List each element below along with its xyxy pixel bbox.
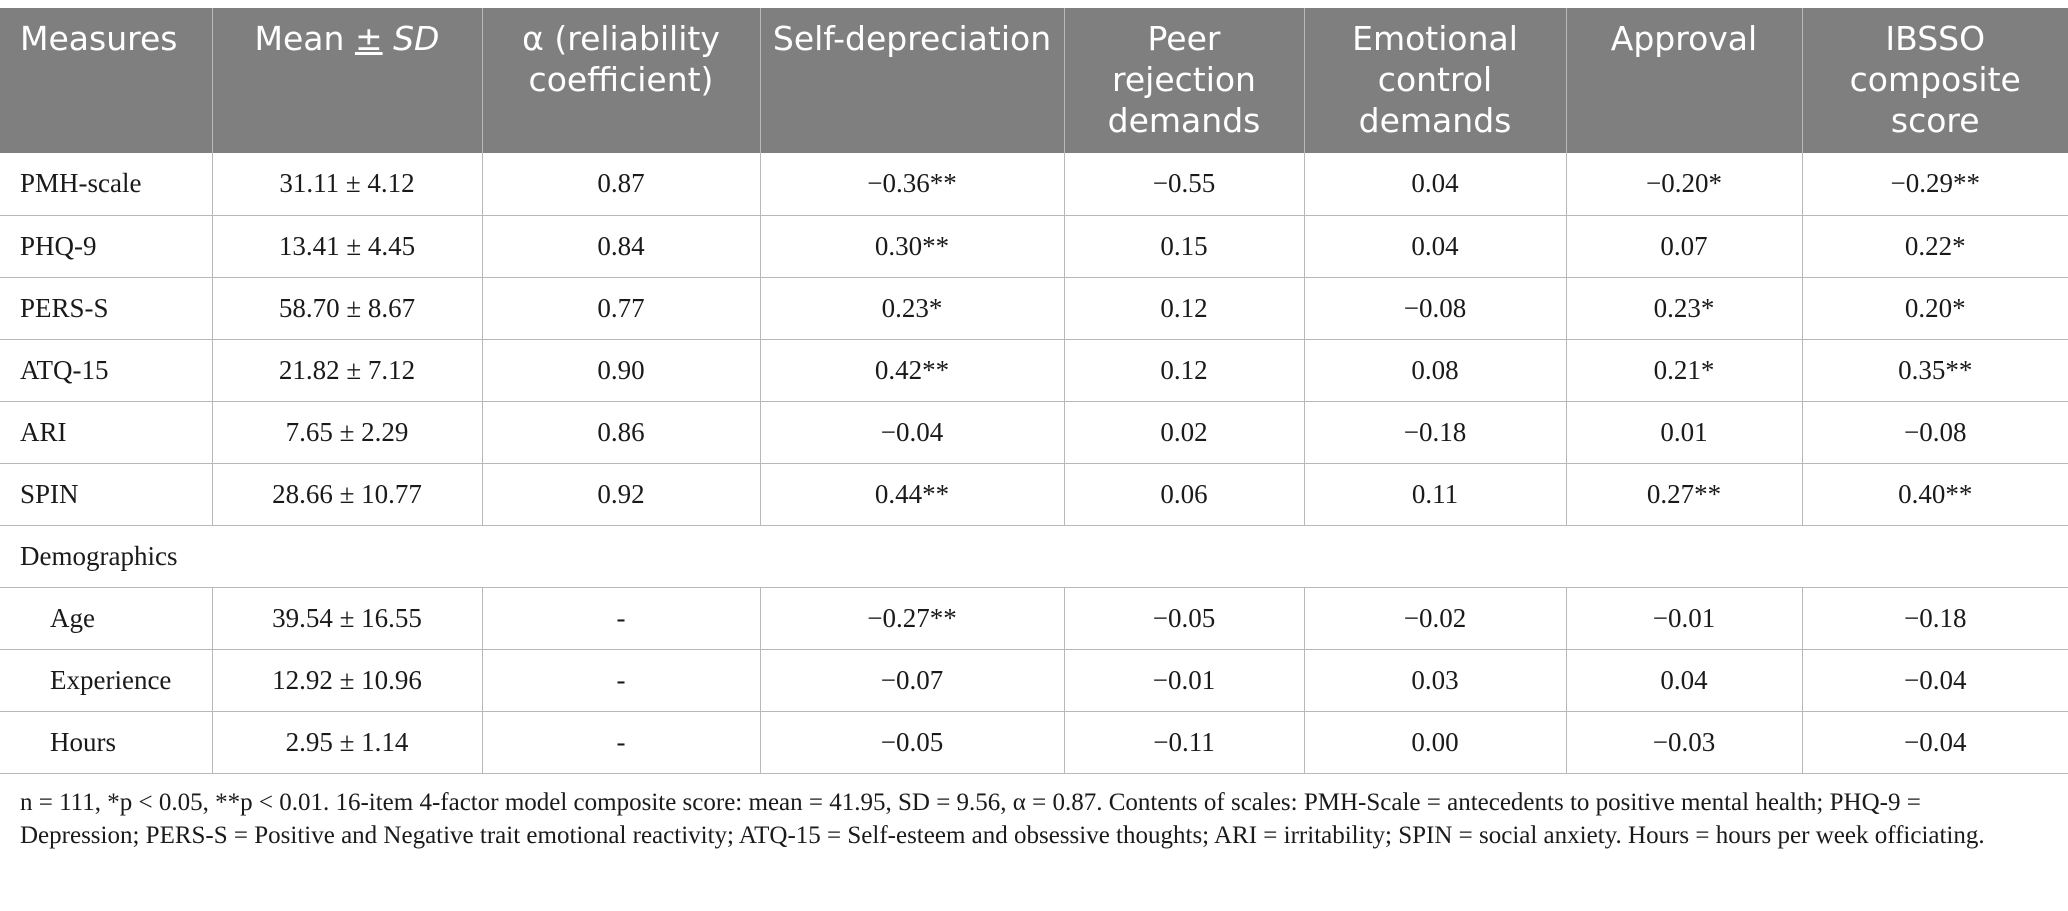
table-row: Experience 12.92 ± 10.96- −0.07 −0.01 0.03 0.… xyxy=(0,649,2068,712)
table-cell: −0.27** xyxy=(760,587,1065,650)
table-row: PHQ-9 13.41 ± 4.45 0.84 0.30** 0.15 0.04 0.07 0… xyxy=(0,215,2068,278)
table-row: PERS-S 58.70 ± 8.67 0.77 0.23* 0.12 −0.08 0.23… xyxy=(0,277,2068,340)
table-cell: 0.44** xyxy=(760,463,1065,526)
table-cell: 0.04 xyxy=(1304,215,1567,278)
table-cell: 2.95 ± 1.14 xyxy=(212,711,483,774)
table-cell: −0.36** xyxy=(760,153,1065,216)
table-cell: 0.27** xyxy=(1566,463,1803,526)
table-cell: 0.30** xyxy=(760,215,1065,278)
header-self-depreciation: Self-depreciation xyxy=(760,8,1065,153)
correlation-table: Measures Mean ± SD α (reliability coeffi… xyxy=(0,8,2068,774)
table-row: ATQ-15 21.82 ± 7.12 0.90 0.42** 0.12 0.08 0.21… xyxy=(0,339,2068,402)
table-cell: - xyxy=(482,649,761,712)
header-emotional-control: Emotional control demands xyxy=(1304,8,1567,153)
table-cell: −0.05 xyxy=(760,711,1065,774)
table-cell: 0.22* xyxy=(1802,215,2068,278)
header-row: Measures Mean ± SD α (reliability coeffi… xyxy=(0,8,2068,153)
row-label: PMH-scale xyxy=(0,153,213,216)
row-label: Age xyxy=(0,587,213,650)
table-cell: 0.12 xyxy=(1064,339,1305,402)
table-row: ARI 7.65 ± 2.29 0.86 −0.04 0.02 −0.18 0.01 −0.0… xyxy=(0,401,2068,464)
table-cell: 0.04 xyxy=(1304,153,1567,216)
table-cell: 0.42** xyxy=(760,339,1065,402)
table-cell: 28.66 ± 10.77 xyxy=(212,463,483,526)
table-cell: −0.03 xyxy=(1566,711,1803,774)
table-cell: 0.08 xyxy=(1304,339,1567,402)
table-cell: 0.15 xyxy=(1064,215,1305,278)
row-label: PHQ-9 xyxy=(0,215,213,278)
table-cell: 0.23* xyxy=(760,277,1065,340)
row-label: SPIN xyxy=(0,463,213,526)
table-cell: 0.00 xyxy=(1304,711,1567,774)
table-cell: 0.07 xyxy=(1566,215,1803,278)
row-label: PERS-S xyxy=(0,277,213,340)
table-cell: 0.23* xyxy=(1566,277,1803,340)
table-cell: 21.82 ± 7.12 xyxy=(212,339,483,402)
table-cell: −0.01 xyxy=(1064,649,1305,712)
table-cell: −0.05 xyxy=(1064,587,1305,650)
table-cell: 58.70 ± 8.67 xyxy=(212,277,483,340)
table-cell: −0.55 xyxy=(1064,153,1305,216)
table-cell: 13.41 ± 4.45 xyxy=(212,215,483,278)
row-label: ARI xyxy=(0,401,213,464)
table-cell: 0.90 xyxy=(482,339,761,402)
header-approval: Approval xyxy=(1566,8,1803,153)
table-row: SPIN 28.66 ± 10.77 0.92 0.44** 0.06 0.11 0.27*… xyxy=(0,463,2068,526)
table-cell: 0.86 xyxy=(482,401,761,464)
row-label: Experience xyxy=(0,649,213,712)
section-label: Demographics xyxy=(0,525,2068,588)
table-cell: −0.18 xyxy=(1304,401,1567,464)
table-cell: −0.04 xyxy=(1802,649,2068,712)
table-cell: 31.11 ± 4.12 xyxy=(212,153,483,216)
header-peer-rejection: Peer rejection demands xyxy=(1064,8,1305,153)
table-cell: 7.65 ± 2.29 xyxy=(212,401,483,464)
table-cell: 0.02 xyxy=(1064,401,1305,464)
table-cell: −0.18 xyxy=(1802,587,2068,650)
table-cell: 0.04 xyxy=(1566,649,1803,712)
section-row: Demographics xyxy=(0,525,2068,588)
table-cell: - xyxy=(482,587,761,650)
table-cell: −0.04 xyxy=(760,401,1065,464)
table-row: Hours 2.95 ± 1.14- −0.05 −0.11 0.00 −0.03 −0.0… xyxy=(0,711,2068,774)
table-cell: −0.08 xyxy=(1304,277,1567,340)
table-cell: 0.84 xyxy=(482,215,761,278)
header-ibsso-composite: IBSSO composite score xyxy=(1802,8,2068,153)
table-cell: 0.21* xyxy=(1566,339,1803,402)
table-cell: 0.35** xyxy=(1802,339,2068,402)
table-footnote: n = 111, *p < 0.05, **p < 0.01. 16-item … xyxy=(20,789,1985,849)
table-cell: 0.92 xyxy=(482,463,761,526)
table-cell: −0.29** xyxy=(1802,153,2068,216)
table-cell: 0.06 xyxy=(1064,463,1305,526)
row-label: Hours xyxy=(0,711,213,774)
correlation-table-container: Measures Mean ± SD α (reliability coeffi… xyxy=(0,8,2068,774)
table-cell: −0.01 xyxy=(1566,587,1803,650)
header-mean-sd: Mean ± SD xyxy=(212,8,483,153)
table-cell: 0.12 xyxy=(1064,277,1305,340)
table-cell: 39.54 ± 16.55 xyxy=(212,587,483,650)
table-cell: −0.02 xyxy=(1304,587,1567,650)
table-cell: −0.07 xyxy=(760,649,1065,712)
header-reliability: α (reliability coefficient) xyxy=(482,8,761,153)
table-cell: −0.20* xyxy=(1566,153,1803,216)
table-cell: 0.11 xyxy=(1304,463,1567,526)
table-row: Age 39.54 ± 16.55- −0.27** −0.05 −0.02 −0.01−… xyxy=(0,587,2068,650)
table-cell: −0.08 xyxy=(1802,401,2068,464)
table-cell: - xyxy=(482,711,761,774)
table-cell: 0.87 xyxy=(482,153,761,216)
table-cell: 0.40** xyxy=(1802,463,2068,526)
table-cell: −0.04 xyxy=(1802,711,2068,774)
table-row: PMH-scale 31.11 ± 4.12 0.87 −0.36** −0.55 0.0… xyxy=(0,153,2068,216)
table-cell: 12.92 ± 10.96 xyxy=(212,649,483,712)
table-cell: −0.11 xyxy=(1064,711,1305,774)
row-label: ATQ-15 xyxy=(0,339,213,402)
table-cell: 0.03 xyxy=(1304,649,1567,712)
table-cell: 0.20* xyxy=(1802,277,2068,340)
header-measures: Measures xyxy=(0,8,213,153)
table-cell: 0.77 xyxy=(482,277,761,340)
table-cell: 0.01 xyxy=(1566,401,1803,464)
